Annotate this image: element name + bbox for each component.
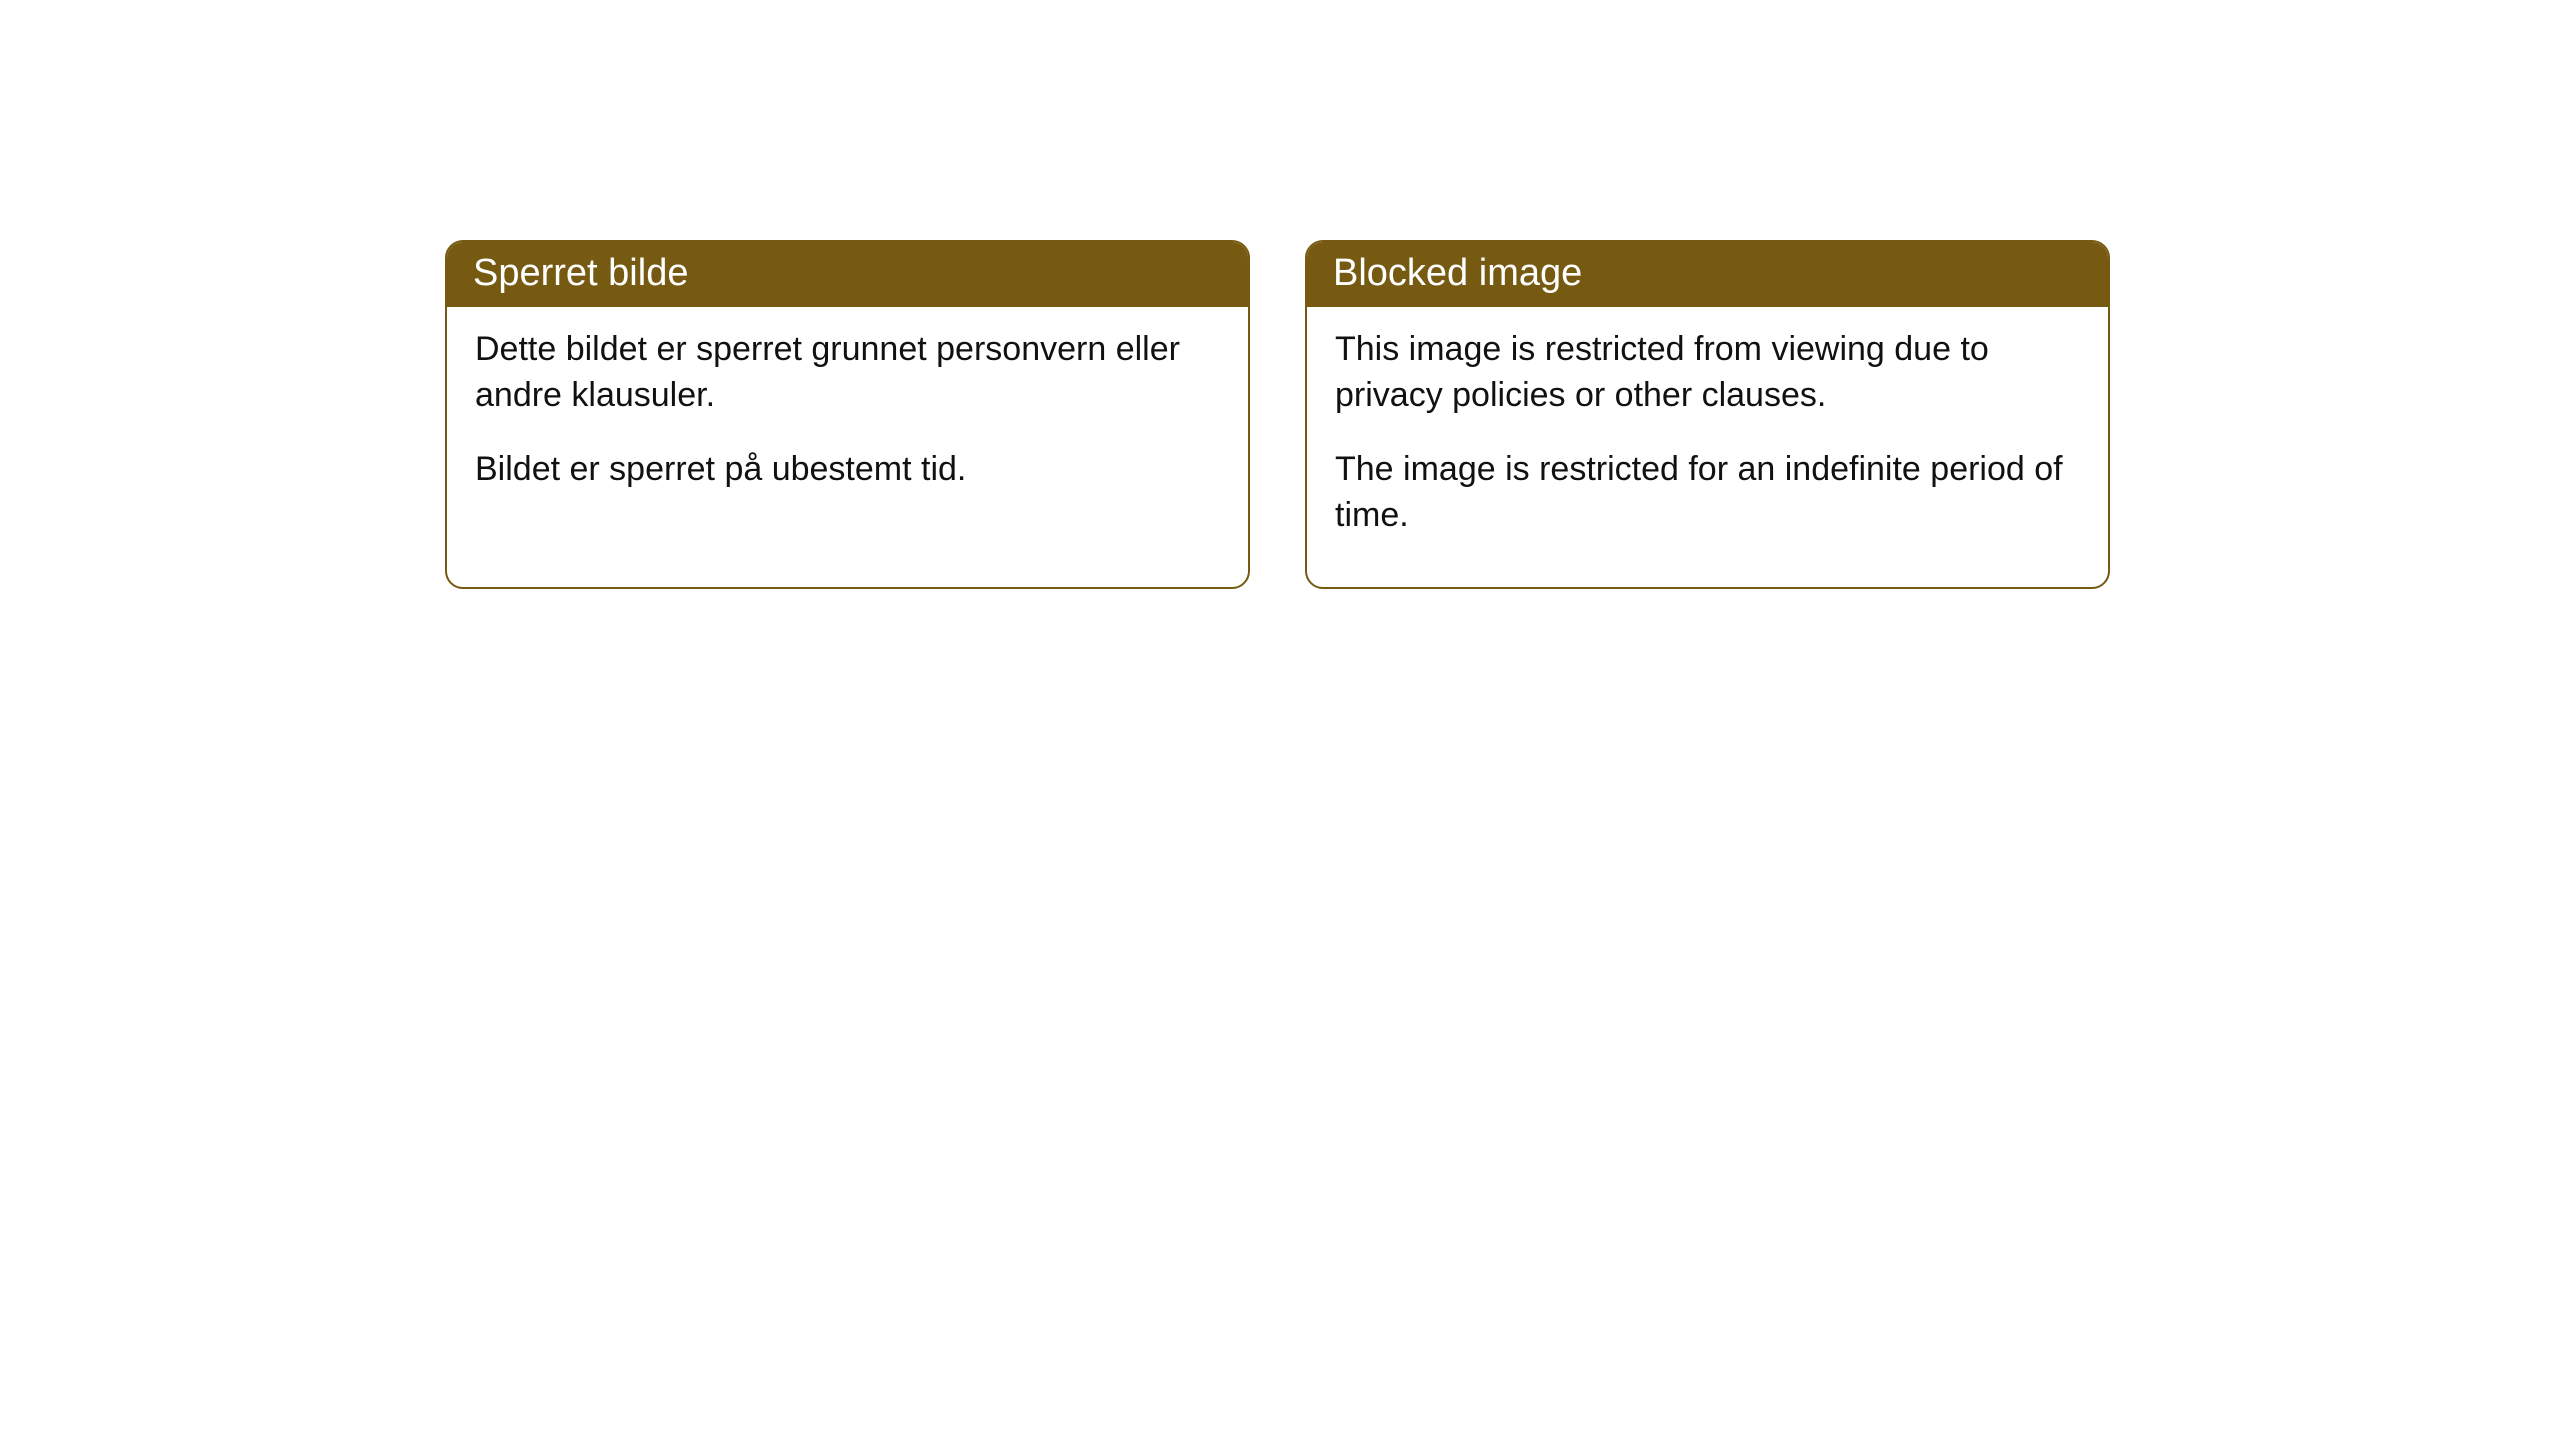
card-paragraph-1: This image is restricted from viewing du…: [1335, 327, 2080, 419]
card-header: Blocked image: [1307, 242, 2108, 307]
blocked-image-card-norwegian: Sperret bilde Dette bildet er sperret gr…: [445, 240, 1250, 589]
card-paragraph-1: Dette bildet er sperret grunnet personve…: [475, 327, 1220, 419]
card-paragraph-2: Bildet er sperret på ubestemt tid.: [475, 447, 1220, 493]
card-header: Sperret bilde: [447, 242, 1248, 307]
card-title: Sperret bilde: [473, 252, 688, 294]
cards-container: Sperret bilde Dette bildet er sperret gr…: [0, 0, 2560, 589]
blocked-image-card-english: Blocked image This image is restricted f…: [1305, 240, 2110, 589]
card-paragraph-2: The image is restricted for an indefinit…: [1335, 447, 2080, 539]
card-title: Blocked image: [1333, 252, 1582, 294]
card-body: Dette bildet er sperret grunnet personve…: [447, 307, 1248, 541]
card-body: This image is restricted from viewing du…: [1307, 307, 2108, 587]
